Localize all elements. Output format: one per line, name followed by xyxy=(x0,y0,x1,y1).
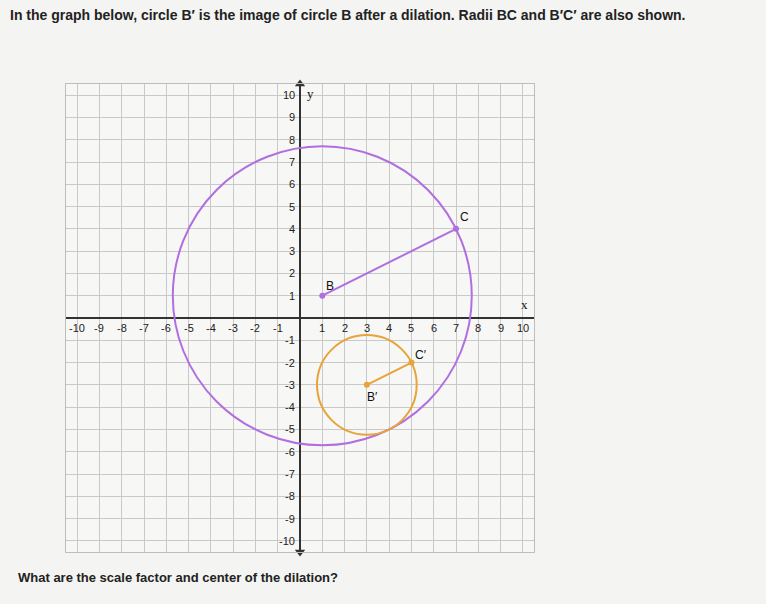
svg-text:B: B xyxy=(326,279,334,293)
html-text:What are the scale factor and: What are the scale factor and center of … xyxy=(18,570,338,585)
svg-text:5: 5 xyxy=(289,201,295,213)
svg-text:9: 9 xyxy=(498,322,504,334)
svg-text:5: 5 xyxy=(408,322,414,334)
svg-text:-6: -6 xyxy=(161,322,171,334)
svg-text:3: 3 xyxy=(364,322,370,334)
svg-text:1: 1 xyxy=(319,322,325,334)
svg-text:6: 6 xyxy=(431,322,437,334)
svg-text:-9: -9 xyxy=(94,322,104,334)
html-text:In the graph below, circle B′: In the graph below, circle B′ is the ima… xyxy=(10,7,686,23)
svg-text:-1: -1 xyxy=(285,334,295,346)
svg-text:y: y xyxy=(307,86,314,101)
svg-text:B′: B′ xyxy=(367,390,378,404)
svg-text:-2: -2 xyxy=(285,357,295,369)
svg-text:4: 4 xyxy=(289,223,295,235)
svg-text:-7: -7 xyxy=(139,322,149,334)
svg-text:-9: -9 xyxy=(285,513,295,525)
svg-text:7: 7 xyxy=(289,156,295,168)
svg-text:6: 6 xyxy=(289,178,295,190)
svg-text:-10: -10 xyxy=(69,322,85,334)
svg-text:-3: -3 xyxy=(228,322,238,334)
svg-text:-10: -10 xyxy=(279,535,295,547)
svg-text:2: 2 xyxy=(342,322,348,334)
svg-text:-7: -7 xyxy=(285,468,295,480)
svg-text:-4: -4 xyxy=(285,401,295,413)
svg-text:1: 1 xyxy=(289,290,295,302)
svg-text:-2: -2 xyxy=(250,322,260,334)
svg-text:10: 10 xyxy=(283,89,295,101)
svg-text:9: 9 xyxy=(289,111,295,123)
svg-text:-5: -5 xyxy=(184,322,194,334)
svg-text:x: x xyxy=(521,297,528,312)
svg-text:-6: -6 xyxy=(285,446,295,458)
svg-text:8: 8 xyxy=(289,134,295,146)
svg-text:C′: C′ xyxy=(415,348,427,362)
svg-text:-3: -3 xyxy=(285,379,295,391)
svg-text:8: 8 xyxy=(475,322,481,334)
svg-text:-1: -1 xyxy=(273,322,283,334)
svg-text:-5: -5 xyxy=(285,423,295,435)
svg-text:10: 10 xyxy=(517,322,529,334)
svg-text:4: 4 xyxy=(386,322,392,334)
svg-text:7: 7 xyxy=(453,322,459,334)
svg-text:2: 2 xyxy=(289,267,295,279)
svg-text:3: 3 xyxy=(289,245,295,257)
svg-text:-8: -8 xyxy=(117,322,127,334)
svg-text:-8: -8 xyxy=(285,490,295,502)
svg-text:-4: -4 xyxy=(206,322,216,334)
svg-text:C: C xyxy=(460,210,469,224)
